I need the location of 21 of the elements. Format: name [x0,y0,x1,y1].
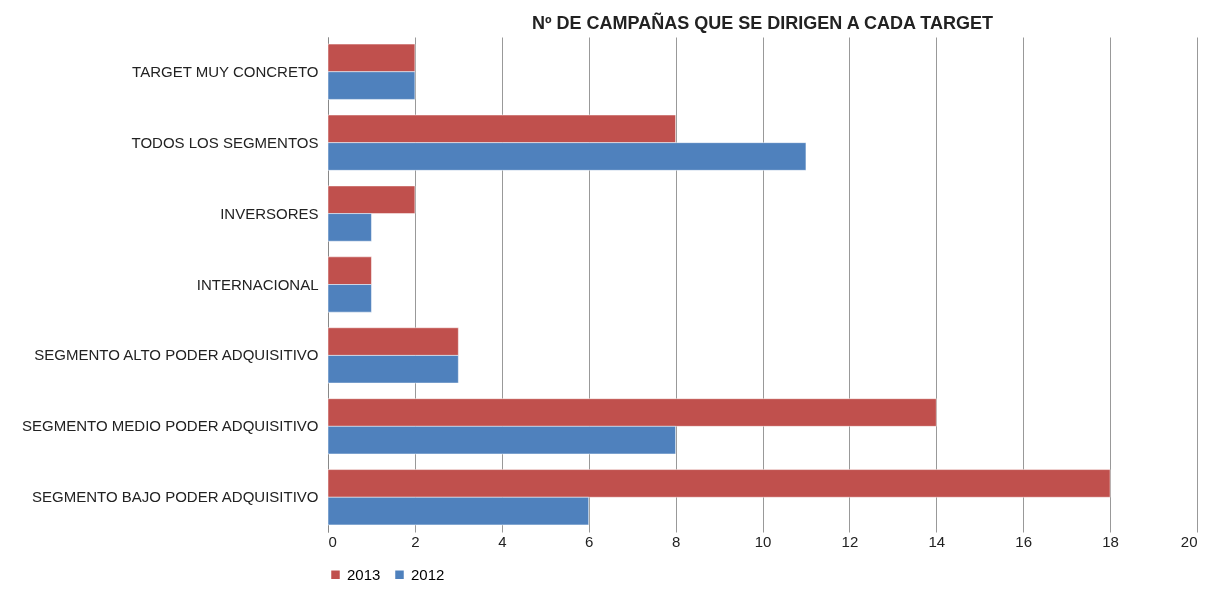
y-tick-label: SEGMENTO BAJO PODER ADQUISITIVO [32,488,319,506]
x-tick-label: 18 [1102,532,1119,550]
x-tick-label: 10 [754,532,772,550]
x-tick-label: 12 [841,532,859,550]
x-tick-label: 14 [928,532,946,550]
x-tick-label: 20 [1180,532,1198,550]
x-tick-label: 8 [671,532,681,550]
y-tick-label: INTERNACIONAL [196,275,319,293]
y-tick-label: TODOS LOS SEGMENTOS [131,133,319,151]
y-tick-label: SEGMENTO MEDIO PODER ADQUISITIVO [22,417,319,435]
x-tick-label: 2 [411,532,420,550]
legend-label: 2013 [347,565,381,583]
y-tick-label: SEGMENTO ALTO PODER ADQUISITIVO [34,346,319,364]
y-tick-label: TARGET MUY CONCRETO [132,62,319,80]
x-tick-label: 16 [1015,532,1033,550]
legend-label: 2012 [411,565,445,583]
x-tick-label: 6 [585,532,594,550]
x-tick-label: 0 [328,532,337,550]
y-tick-label: INVERSORES [220,204,319,222]
chart-title: Nº DE CAMPAÑAS QUE SE DIRIGEN A CADA TARGET [532,12,993,33]
x-tick-label: 4 [498,532,507,550]
